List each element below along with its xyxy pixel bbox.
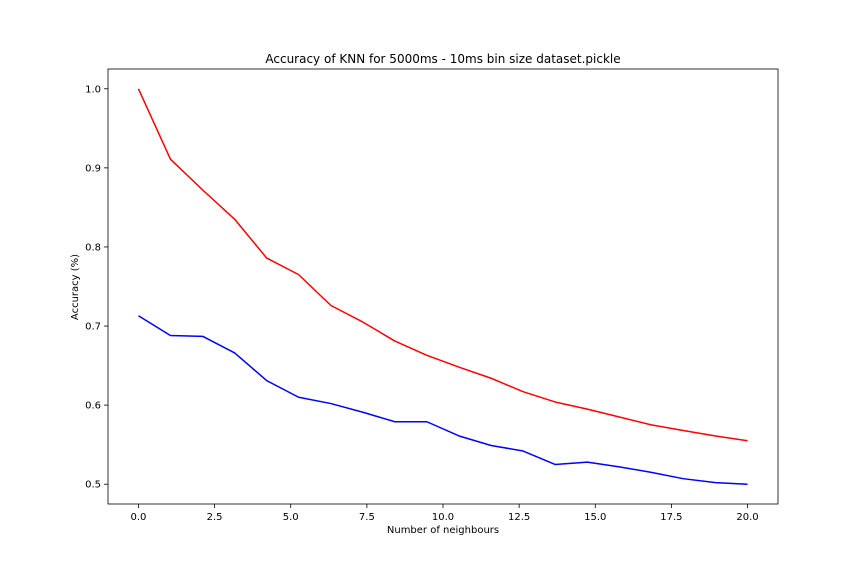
plot-area: 0.0 2.5 5.0 7.5 10.0 12.5 15.0 17.5 20.0 0.5 0.6 0.… xyxy=(85,68,779,523)
x-tick-label: 7.5 xyxy=(359,512,375,523)
chart-title: Accuracy of KNN for 5000ms - 10ms bin si… xyxy=(265,52,620,66)
y-tick-label: 0.8 xyxy=(85,242,101,253)
x-tick-label: 20.0 xyxy=(736,512,758,523)
y-tick-label: 0.6 xyxy=(85,401,101,412)
y-tick-label: 0.5 xyxy=(85,480,101,491)
series-line-1 xyxy=(137,88,748,442)
x-tick-label: 15.0 xyxy=(584,512,606,523)
y-tick-label: 0.7 xyxy=(85,322,101,333)
x-axis-label: Number of neighbours xyxy=(387,525,499,536)
x-tick-label: 0.0 xyxy=(131,512,147,523)
x-tick-label: 12.5 xyxy=(508,512,530,523)
y-tick-label: 0.9 xyxy=(85,163,101,174)
x-tick-label: 10.0 xyxy=(432,512,454,523)
x-tick-label: 17.5 xyxy=(660,512,682,523)
y-axis-label: Accuracy (%) xyxy=(70,254,81,320)
y-tick-label: 1.0 xyxy=(85,84,101,95)
x-tick-label: 5.0 xyxy=(283,512,299,523)
series-line-2 xyxy=(138,315,748,485)
x-tick-label: 2.5 xyxy=(207,512,223,523)
